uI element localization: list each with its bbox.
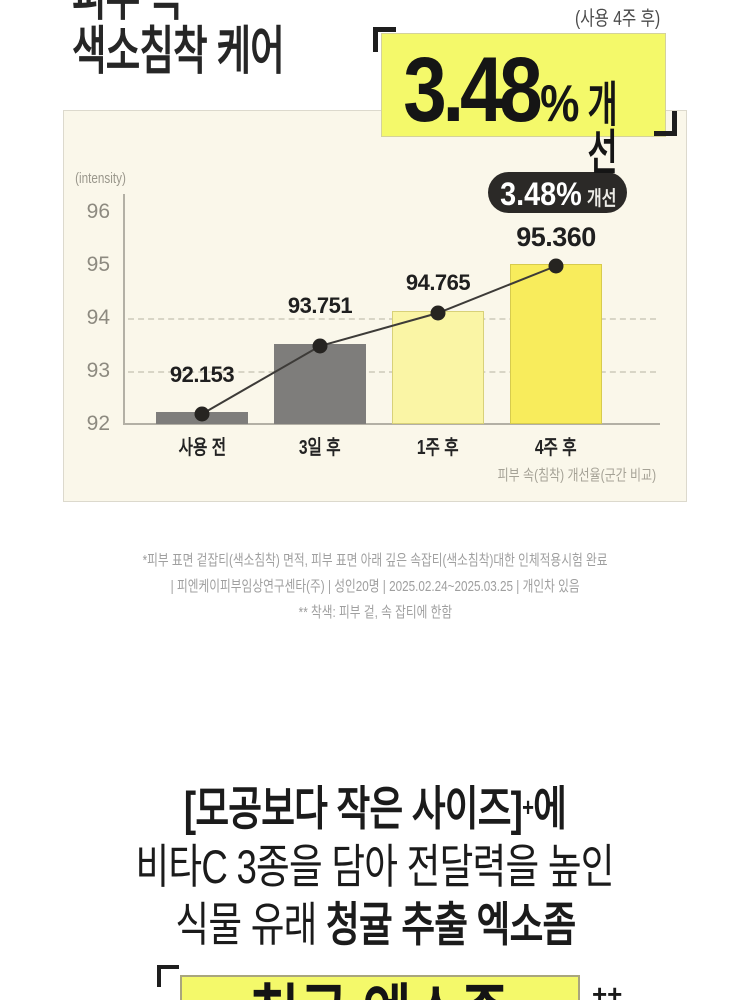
value-label-95.360: 95.360 [516, 222, 596, 252]
improvement-suffix: 개선 [587, 79, 618, 180]
claim-text: [모공보다 작은 사이즈]+에 비타C 3종을 담아 전달력을 높인 식물 유래… [0, 780, 750, 954]
claim-line-3: 식물 유래 청귤 추출 엑소좀 [174, 898, 576, 951]
claim-bold-phrase: 청귤 추출 엑소좀 [325, 898, 576, 951]
x-label-4주 후: 4주 후 [535, 437, 577, 459]
x-label-3일 후: 3일 후 [299, 437, 341, 459]
page-title-line1: 피부 속 [72, 0, 184, 25]
bottom-highlight-text: 청귤 엑소좀 [251, 983, 510, 1000]
dagger-plus-icon: + [522, 792, 534, 822]
x-axis-line [123, 423, 660, 425]
y-tick-93: 93 [86, 359, 110, 382]
y-tick-95: 95 [86, 253, 110, 276]
footnotes: *피부 표면 겉잡티(색소침착) 면적, 피부 표면 아래 깊은 속잡티(색소침… [0, 548, 750, 626]
y-tick-94: 94 [86, 306, 110, 329]
double-dagger-plus-icon: ++ [592, 979, 623, 1000]
badge-suffix: 개선 [587, 188, 617, 210]
data-point-3일 후 [312, 338, 328, 354]
improvement-highlight-text: 3.48 % 개선 [403, 44, 644, 178]
value-label-94.765: 94.765 [405, 270, 471, 295]
page-title-line2: 색소침착 케어 [72, 23, 285, 81]
improvement-highlight-box: 3.48 % 개선 [381, 33, 666, 178]
page-title: 피부 속 색소침착 케어 [72, 0, 367, 79]
corner-bracket-bottom-right-icon [654, 111, 677, 136]
claim-line-2: 비타C 3종을 담아 전달력을 높인 [135, 840, 615, 893]
y-tick-96: 96 [86, 200, 110, 223]
data-point-1주 후 [430, 305, 446, 321]
data-point-사용 전 [194, 406, 210, 422]
y-tick-92: 92 [86, 412, 110, 435]
claim-line-1: [모공보다 작은 사이즈]+에 [183, 782, 567, 835]
value-label-93.751: 93.751 [287, 293, 353, 318]
chart-caption: 피부 속(침착) 개선율(군간 비교) [497, 467, 656, 484]
data-point-4주 후 [548, 258, 564, 274]
corner-bracket-top-left-icon [373, 27, 396, 52]
badge-value: 3.48% [499, 176, 582, 212]
footnote-line-3: ** 착색: 피부 겉, 속 잡티에 한함 [298, 604, 452, 621]
footnote-line-2: | 피엔케이피부임상연구센타(주) | 성인20명 | 2025.02.24~2… [170, 578, 580, 595]
x-label-1주 후: 1주 후 [417, 437, 459, 459]
bottom-highlight-box: 청귤 엑소좀 [180, 975, 580, 1000]
improvement-value: 3.48 [403, 39, 542, 141]
value-label-92.153: 92.153 [169, 362, 235, 387]
x-label-사용 전: 사용 전 [178, 437, 226, 459]
y-axis-unit-label: (intensity) [75, 170, 126, 187]
corner-bracket-bottom-box-icon [157, 965, 179, 987]
y-axis-line [123, 194, 125, 424]
improvement-percent-sign: % [540, 75, 580, 133]
footnote-line-1: *피부 표면 겉잡티(색소침착) 면적, 피부 표면 아래 깊은 속잡티(색소침… [142, 552, 608, 569]
condition-note: (사용 4주 후) [574, 8, 660, 30]
improvement-badge: 3.48% 개선 [488, 172, 627, 213]
trend-line [194, 258, 564, 422]
bar-3일 후 [274, 344, 366, 424]
